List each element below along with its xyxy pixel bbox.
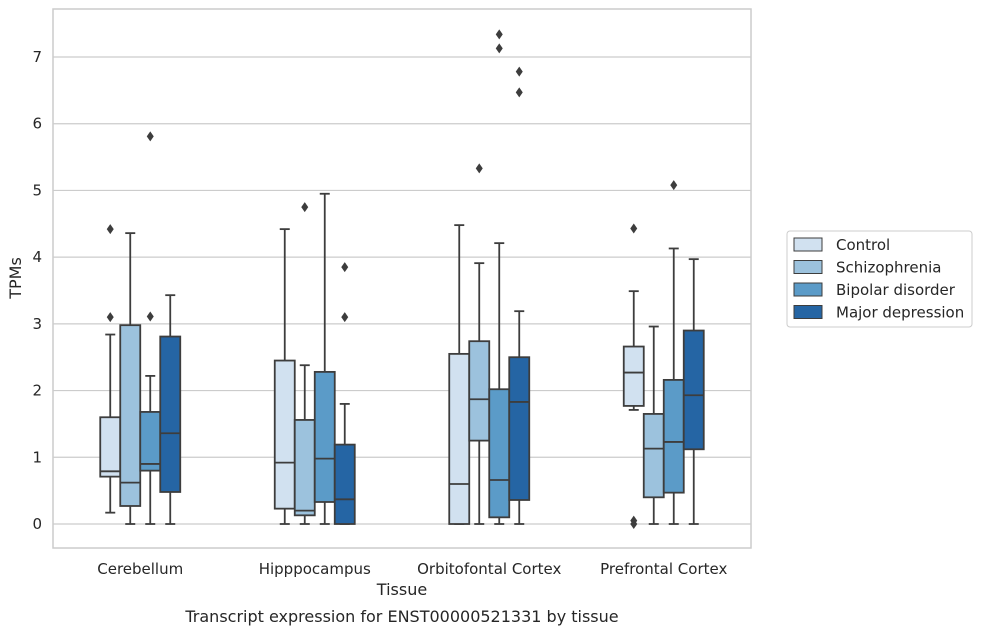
legend: Control Schizophrenia Bipolar disorder Majo… xyxy=(786,230,973,328)
outlier-point xyxy=(341,262,349,273)
box-plot xyxy=(508,66,531,525)
box-plot xyxy=(333,262,356,525)
box-iqr xyxy=(622,345,645,407)
box-plot xyxy=(313,192,336,525)
box-iqr xyxy=(682,329,705,451)
outlier-point xyxy=(670,180,678,191)
box-plot xyxy=(662,180,685,525)
y-tick-label: 5 xyxy=(32,181,42,199)
y-tick-label: 1 xyxy=(32,448,42,466)
figure-caption: Transcript expression for ENST0000052133… xyxy=(184,607,618,626)
box-plot xyxy=(468,163,491,525)
box-iqr xyxy=(468,340,491,442)
box-iqr xyxy=(313,370,336,503)
legend-label: Control xyxy=(836,236,890,254)
outlier-point xyxy=(146,131,154,142)
x-tick-label: Orbitofontal Cortex xyxy=(417,560,561,578)
y-tick-label: 4 xyxy=(32,248,42,266)
y-tick-labels: 0 1 2 3 4 5 6 7 xyxy=(32,48,42,533)
legend-swatch xyxy=(793,237,823,252)
box-iqr xyxy=(662,378,685,494)
outlier-point xyxy=(495,29,503,40)
outlier-point xyxy=(630,515,638,526)
box-iqr xyxy=(508,356,531,501)
box-iqr xyxy=(293,419,316,517)
box-plot xyxy=(488,29,511,525)
box-plot xyxy=(682,258,705,525)
box-iqr xyxy=(159,335,182,493)
x-tick-labels: Cerebellum Hipppocampus Orbitofontal Corte… xyxy=(97,560,727,578)
outlier-point xyxy=(341,312,349,323)
legend-frame xyxy=(786,230,973,328)
x-tick-label: Prefrontal Cortex xyxy=(600,560,727,578)
outlier-point xyxy=(515,87,523,98)
category-group xyxy=(622,180,705,529)
outlier-point xyxy=(495,43,503,54)
box-iqr xyxy=(488,388,511,519)
box-iqr xyxy=(333,443,356,525)
y-tick-label: 6 xyxy=(32,115,42,133)
box-plot xyxy=(119,232,142,525)
legend-swatch xyxy=(793,305,823,319)
outlier-point xyxy=(106,224,114,235)
outlier-point xyxy=(106,312,114,323)
y-tick-label: 2 xyxy=(32,382,42,400)
y-axis-label: TPMs xyxy=(6,257,25,300)
y-tick-label: 0 xyxy=(32,515,42,533)
box-plot xyxy=(159,294,182,525)
outlier-point xyxy=(630,223,638,234)
box-iqr xyxy=(139,411,162,472)
outlier-point xyxy=(146,311,154,322)
legend-swatch xyxy=(793,260,823,274)
box-groups xyxy=(99,29,705,529)
category-group xyxy=(273,192,356,525)
y-tick-label: 3 xyxy=(32,315,42,333)
box-iqr xyxy=(273,359,296,510)
box-iqr xyxy=(642,413,665,499)
outlier-point xyxy=(301,202,309,213)
outlier-point xyxy=(515,66,523,77)
category-group xyxy=(448,29,531,525)
legend-swatch xyxy=(793,282,823,297)
box-plot xyxy=(642,325,665,525)
outlier-point xyxy=(475,163,483,174)
legend-label: Bipolar disorder xyxy=(836,281,956,299)
category-group xyxy=(99,131,182,525)
legend-label: Major depression xyxy=(836,304,964,322)
x-tick-label: Cerebellum xyxy=(97,560,183,578)
box-iqr xyxy=(99,416,122,478)
legend-label: Schizophrenia xyxy=(836,259,941,277)
box-plot xyxy=(293,202,316,525)
x-tick-label: Hipppocampus xyxy=(259,560,371,578)
box-iqr xyxy=(119,324,142,507)
x-axis-label: Tissue xyxy=(376,580,427,599)
box-plot xyxy=(99,224,122,514)
box-plot xyxy=(622,223,645,529)
y-tick-label: 7 xyxy=(32,48,42,66)
box-iqr xyxy=(448,352,471,525)
